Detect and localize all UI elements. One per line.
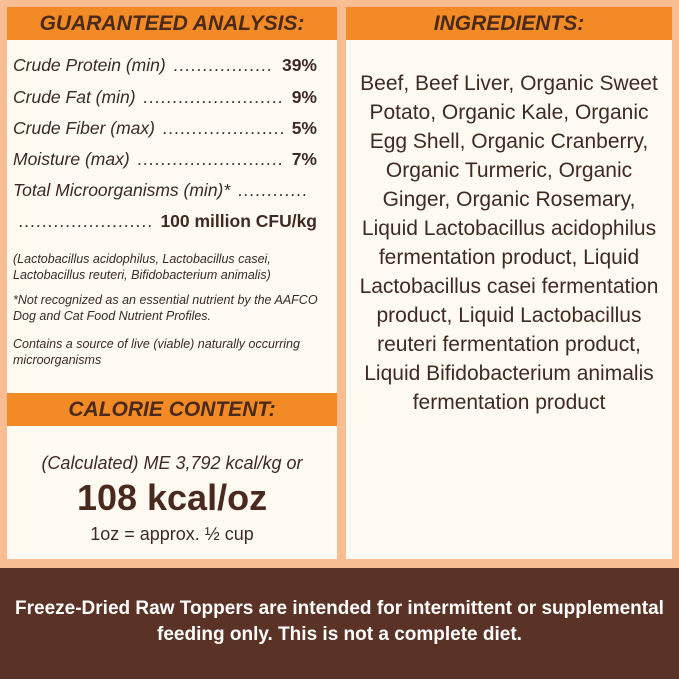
analysis-row: Crude Protein (min).....................… — [13, 55, 317, 75]
analysis-value: 39% — [281, 55, 317, 75]
analysis-label: Crude Fiber (max) — [13, 118, 155, 138]
analysis-row-micro-value: ........................................… — [19, 211, 317, 231]
analysis-value: 5% — [291, 118, 317, 138]
calorie-content-section: CALORIE CONTENT: (Calculated) ME 3,792 k… — [7, 393, 337, 559]
guaranteed-analysis-panel: GUARANTEED ANALYSIS: Crude Protein (min)… — [7, 7, 337, 559]
analysis-label: Moisture (max) — [13, 149, 130, 169]
calculated-me: (Calculated) ME 3,792 kcal/kg or — [41, 453, 303, 473]
ingredients-list: Beef, Beef Liver, Organic Sweet Potato, … — [359, 72, 659, 414]
ingredients-panel: INGREDIENTS: Beef, Beef Liver, Organic S… — [346, 7, 672, 559]
analysis-row: Crude Fat (min).........................… — [13, 87, 317, 107]
ingredients-title: INGREDIENTS: — [346, 7, 672, 40]
micro-label: Total Microorganisms (min)* — [13, 180, 231, 200]
kcal-per-oz: 108 kcal/oz — [76, 477, 268, 518]
analysis-row-micro: Total Microorganisms (min)*.............… — [13, 180, 309, 200]
analysis-row: Moisture (max)..........................… — [13, 149, 317, 169]
analysis-label: Crude Protein (min) — [13, 55, 166, 75]
analysis-row: Crude Fiber (max).......................… — [13, 118, 317, 138]
micro-value: 100 million CFU/kg — [160, 211, 317, 231]
strains-note: (Lactobacillus acidophilus, Lactobacillu… — [13, 252, 271, 282]
serving-size: 1oz = approx. ½ cup — [90, 524, 254, 544]
live-note: Contains a source of live (viable) natur… — [13, 337, 300, 367]
analysis-label: Crude Fat (min) — [13, 87, 136, 107]
footnote: *Not recognized as an essential nutrient… — [13, 293, 318, 323]
guaranteed-analysis-title: GUARANTEED ANALYSIS: — [7, 7, 337, 40]
calorie-content-title: CALORIE CONTENT: — [7, 393, 337, 426]
analysis-value: 7% — [291, 149, 317, 169]
analysis-value: 9% — [291, 87, 317, 107]
feeding-disclaimer: Freeze-Dried Raw Toppers are intended fo… — [0, 568, 679, 679]
